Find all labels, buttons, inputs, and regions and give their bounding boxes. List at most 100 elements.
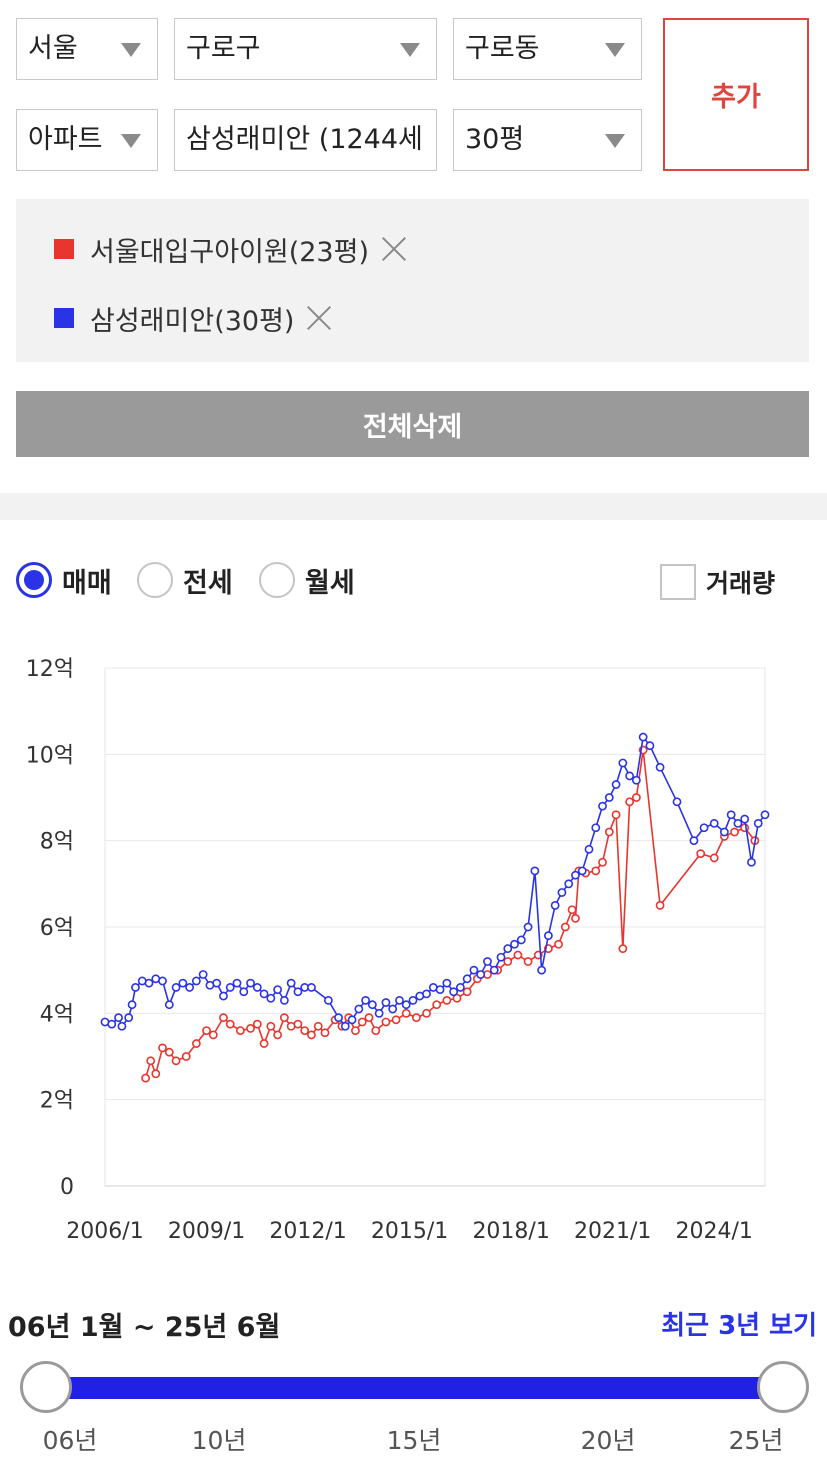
data-point[interactable] xyxy=(131,983,140,992)
data-point[interactable] xyxy=(164,1000,174,1010)
data-point[interactable] xyxy=(127,1000,137,1010)
data-point[interactable] xyxy=(307,1030,316,1040)
close-icon[interactable] xyxy=(379,234,409,264)
data-point[interactable] xyxy=(760,810,770,820)
data-point[interactable] xyxy=(611,780,621,789)
data-point[interactable] xyxy=(631,775,641,785)
data-point[interactable] xyxy=(158,1043,167,1053)
recent-3-years-link[interactable]: 최근 3년 보기 xyxy=(661,1311,817,1341)
data-point[interactable] xyxy=(543,931,553,941)
data-point[interactable] xyxy=(246,978,255,988)
data-point[interactable] xyxy=(361,995,371,1005)
data-point[interactable] xyxy=(510,939,519,949)
data-point[interactable] xyxy=(235,1026,245,1035)
data-point[interactable] xyxy=(320,1028,330,1038)
data-point[interactable] xyxy=(401,1008,411,1018)
data-point[interactable] xyxy=(554,939,563,949)
data-point[interactable] xyxy=(422,1008,431,1018)
data-point[interactable] xyxy=(259,1039,269,1048)
data-point[interactable] xyxy=(252,1019,262,1029)
data-point[interactable] xyxy=(432,1000,442,1010)
data-point[interactable] xyxy=(371,1026,381,1035)
data-point[interactable] xyxy=(219,1013,228,1023)
data-point[interactable] xyxy=(655,762,665,772)
data-point[interactable] xyxy=(124,1013,134,1023)
data-point[interactable] xyxy=(351,1026,360,1035)
data-point[interactable] xyxy=(293,1019,303,1029)
data-point[interactable] xyxy=(185,983,195,992)
data-point[interactable] xyxy=(364,1013,374,1023)
data-point[interactable] xyxy=(225,1019,235,1029)
data-point[interactable] xyxy=(740,814,750,824)
data-point[interactable] xyxy=(219,991,228,1001)
data-point[interactable] xyxy=(476,970,486,979)
data-point[interactable] xyxy=(672,797,682,807)
radio-jeonse[interactable]: 전세 xyxy=(137,560,233,600)
data-point[interactable] xyxy=(442,995,452,1005)
data-point[interactable] xyxy=(266,1021,276,1031)
property-type-select[interactable]: 아파트 xyxy=(16,109,158,171)
data-point[interactable] xyxy=(286,978,296,988)
data-point[interactable] xyxy=(164,1047,174,1057)
data-point[interactable] xyxy=(699,823,709,833)
data-point[interactable] xyxy=(618,758,628,768)
data-point[interactable] xyxy=(523,922,533,932)
data-point[interactable] xyxy=(604,793,614,802)
data-point[interactable] xyxy=(598,801,607,811)
data-point[interactable] xyxy=(117,1021,127,1031)
data-point[interactable] xyxy=(655,901,665,910)
data-point[interactable] xyxy=(395,995,404,1005)
data-point[interactable] xyxy=(340,1021,350,1031)
data-point[interactable] xyxy=(408,995,418,1005)
data-point[interactable] xyxy=(462,974,472,984)
data-point[interactable] xyxy=(577,866,587,876)
data-point[interactable] xyxy=(571,870,580,880)
data-point[interactable] xyxy=(191,976,201,986)
data-point[interactable] xyxy=(181,1052,191,1061)
data-point[interactable] xyxy=(435,985,445,994)
data-point[interactable] xyxy=(401,1000,411,1010)
data-point[interactable] xyxy=(455,983,465,992)
data-point[interactable] xyxy=(273,985,283,994)
data-point[interactable] xyxy=(114,1013,123,1023)
data-point[interactable] xyxy=(422,989,431,999)
data-point[interactable] xyxy=(696,849,706,859)
data-point[interactable] xyxy=(198,970,208,979)
data-point[interactable] xyxy=(171,1056,181,1066)
data-point[interactable] xyxy=(452,993,462,1003)
data-point[interactable] xyxy=(259,989,269,999)
data-point[interactable] xyxy=(212,978,222,988)
data-point[interactable] xyxy=(584,844,594,854)
data-point[interactable] xyxy=(645,741,655,751)
data-point[interactable] xyxy=(357,1017,367,1027)
data-point[interactable] xyxy=(347,1015,357,1025)
data-point[interactable] xyxy=(144,978,154,988)
data-point[interactable] xyxy=(496,952,506,962)
data-point[interactable] xyxy=(141,1073,151,1083)
data-point[interactable] xyxy=(530,866,540,876)
data-point[interactable] xyxy=(293,987,303,997)
data-point[interactable] xyxy=(146,1056,156,1066)
data-point[interactable] xyxy=(202,1026,211,1035)
data-point[interactable] xyxy=(537,965,547,975)
data-point[interactable] xyxy=(625,771,635,781)
complex-select[interactable]: 삼성래미안 (1244세 xyxy=(174,109,437,171)
data-point[interactable] xyxy=(689,836,699,846)
data-point[interactable] xyxy=(266,993,276,1003)
clear-all-button[interactable]: 전체삭제 xyxy=(16,391,809,457)
data-point[interactable] xyxy=(411,1013,421,1023)
add-button[interactable]: 추가 xyxy=(663,18,809,171)
data-point[interactable] xyxy=(462,987,472,997)
close-icon[interactable] xyxy=(304,303,334,333)
data-point[interactable] xyxy=(719,827,729,837)
data-point[interactable] xyxy=(753,818,763,828)
data-point[interactable] xyxy=(747,857,756,867)
data-point[interactable] xyxy=(158,976,167,986)
range-start-handle[interactable] xyxy=(20,1361,72,1413)
data-point[interactable] xyxy=(469,965,479,975)
data-point[interactable] xyxy=(300,1026,310,1035)
data-point[interactable] xyxy=(381,1017,391,1027)
data-point[interactable] xyxy=(560,922,570,932)
data-point[interactable] xyxy=(246,1024,255,1033)
data-point[interactable] xyxy=(503,944,513,953)
